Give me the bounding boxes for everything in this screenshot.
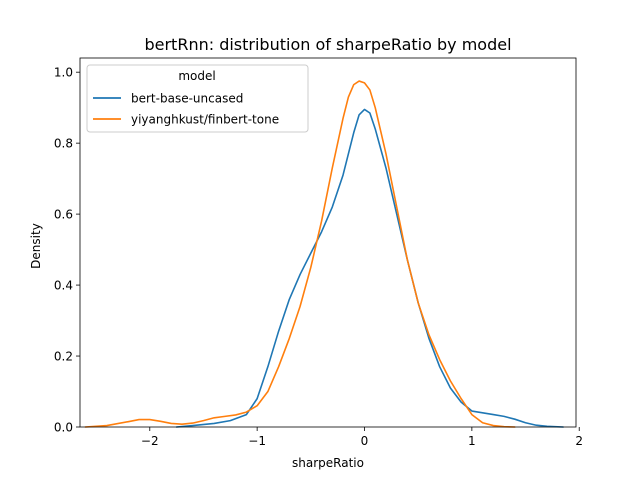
series-line-0 xyxy=(175,108,564,428)
axes-frame xyxy=(79,57,577,428)
x-tick-label: 1 xyxy=(468,434,476,448)
series-line-1 xyxy=(84,80,516,428)
y-tick-label: 0.6 xyxy=(54,208,73,222)
legend-title: model xyxy=(178,69,215,83)
x-tick-label: −1 xyxy=(248,434,266,448)
plot-area: −2 −1 0 1 2 0.0 0.2 0.4 0.6 0.8 1.0 xyxy=(54,57,583,448)
y-tick-label: 0.2 xyxy=(54,350,73,364)
x-tick-label: 2 xyxy=(575,434,583,448)
legend-items: bert-base-uncased yiyanghkust/finbert-ton… xyxy=(93,92,279,127)
x-tick-label: 0 xyxy=(361,434,369,448)
legend-label-1: yiyanghkust/finbert-tone xyxy=(131,113,279,127)
y-axis-label: Density xyxy=(29,223,43,269)
x-axis: −2 −1 0 1 2 xyxy=(141,427,583,448)
y-tick-label: 0.0 xyxy=(54,421,73,435)
legend: model bert-base-uncased yiyanghkust/finbe… xyxy=(86,64,309,133)
legend-label-0: bert-base-uncased xyxy=(131,92,243,106)
series-layer xyxy=(84,80,564,428)
y-tick-label: 0.4 xyxy=(54,279,73,293)
y-axis: 0.0 0.2 0.4 0.6 0.8 1.0 xyxy=(54,66,80,435)
x-tick-label: −2 xyxy=(141,434,159,448)
y-tick-label: 1.0 xyxy=(54,66,73,80)
chart-title: bertRnn: distribution of sharpeRatio by … xyxy=(144,35,511,54)
x-axis-label: sharpeRatio xyxy=(292,456,364,470)
y-tick-label: 0.8 xyxy=(54,137,73,151)
legend-box xyxy=(86,64,309,133)
